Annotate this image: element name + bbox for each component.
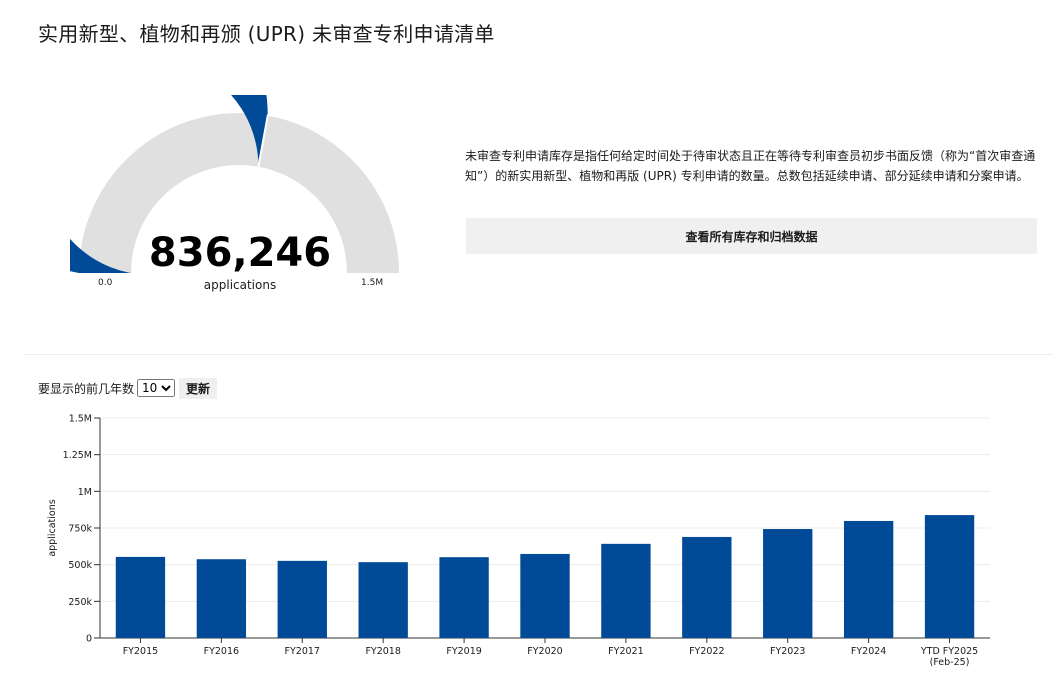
gauge-separator (257, 114, 269, 168)
bar (358, 562, 408, 638)
y-tick-label: 500k (68, 560, 92, 571)
page-title: 实用新型、植物和再颁 (UPR) 未审查专利申请清单 (38, 22, 495, 46)
gauge-max-label: 1.5M (361, 278, 384, 288)
x-tick-label: FY2021 (608, 646, 643, 657)
bar (682, 536, 732, 638)
x-tick-label: FY2024 (851, 646, 886, 657)
gauge-track (79, 113, 399, 273)
x-tick-label: FY2019 (446, 646, 481, 657)
y-tick-label: 750k (68, 524, 92, 535)
y-tick-label: 250k (68, 597, 92, 608)
x-tick-label: YTD FY2025 (Feb-25) (920, 646, 978, 668)
backlog-description: 未审查专利申请库存是指任何给定时间处于待审状态且正在等待专利审查员初步书面反馈（… (465, 149, 1036, 183)
update-button[interactable]: 更新 (179, 377, 218, 399)
bar (843, 520, 894, 638)
gauge-min-label: 0.0 (98, 278, 113, 288)
bar (924, 515, 975, 638)
bar (763, 529, 813, 638)
bar (115, 556, 166, 638)
y-tick-label: 1.25M (63, 450, 92, 461)
backlog-gauge: 836,246 applications 0.0 1.5M (70, 95, 410, 295)
gauge-value: 836,246 (148, 230, 332, 276)
y-axis-label: applications (47, 499, 58, 556)
x-tick-label: FY2015 (123, 646, 158, 657)
section-divider (25, 354, 1053, 355)
x-tick-label: FY2018 (365, 646, 400, 657)
y-tick-label: 1M (78, 487, 92, 498)
x-tick-label: FY2016 (204, 646, 239, 657)
bar (520, 553, 570, 638)
years-select[interactable]: 10 (137, 379, 176, 397)
gauge-arc (70, 95, 399, 273)
bar (601, 543, 651, 638)
view-all-data-button[interactable]: 查看所有库存和归档数据 (466, 218, 1037, 254)
y-tick-label: 0 (86, 634, 92, 645)
years-controls: 要显示的前几年数 10 更新 (38, 377, 218, 399)
x-tick-label: FY2017 (285, 646, 320, 657)
gauge-unit-label: applications (203, 278, 277, 292)
x-tick-label: FY2023 (770, 646, 805, 657)
bar (196, 559, 247, 638)
x-tick-label: FY2022 (689, 646, 724, 657)
bar (439, 557, 489, 638)
x-tick-label: FY2020 (527, 646, 562, 657)
y-tick-label: 1.5M (69, 414, 92, 425)
years-label: 要显示的前几年数 (38, 381, 135, 396)
gauge-fill (70, 95, 268, 273)
backlog-bar-chart: 0 250k 500k 750k 1M 1.25M 1.5M applications FY20… (47, 414, 990, 668)
bar (277, 560, 327, 638)
